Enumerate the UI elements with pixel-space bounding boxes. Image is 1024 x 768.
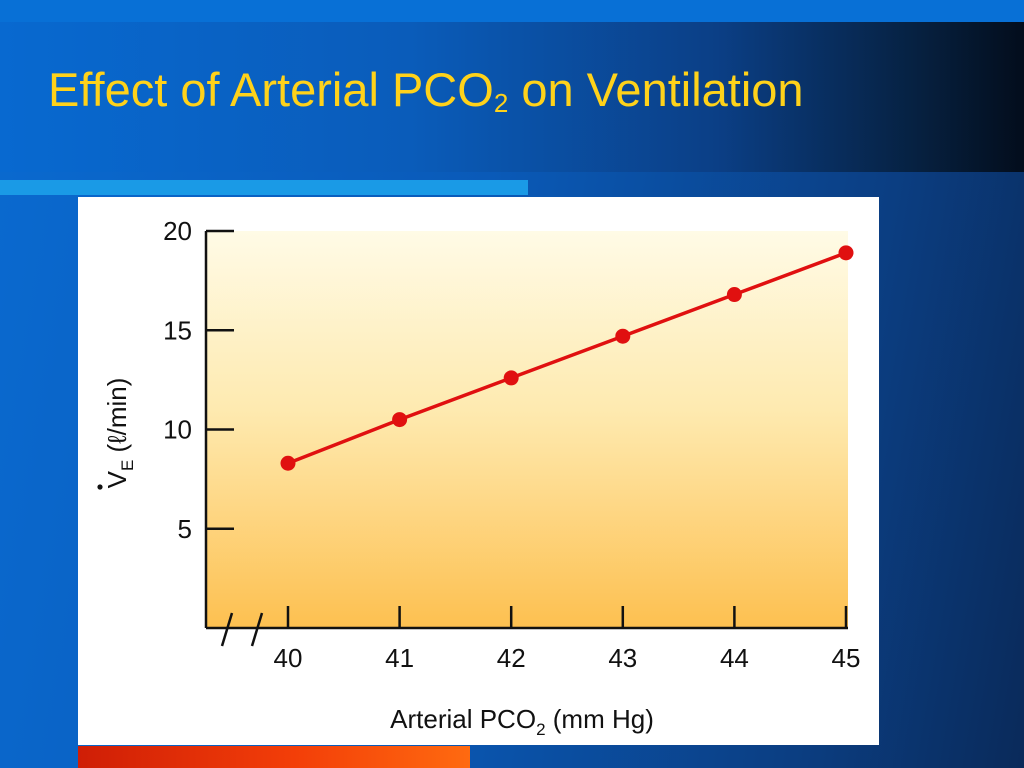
y-tick-label: 15 [163, 315, 192, 345]
axis-labels: Arterial PCO2 (mm Hg) VE (ℓ/min) [97, 378, 654, 739]
data-point [503, 370, 519, 386]
slide-title-subscript: 2 [493, 88, 509, 118]
y-axis-label-sub: E [118, 460, 137, 471]
y-axis-label-group: VE (ℓ/min) [102, 378, 137, 489]
ventilation-chart: 5 10 15 20 40 41 42 43 44 45 Arterial PCO2 (mm Hg… [97, 216, 860, 739]
data-point [615, 328, 631, 344]
x-axis-label: Arterial PCO2 (mm Hg) [390, 704, 654, 739]
slide-title-rest: on Ventilation [508, 63, 804, 116]
x-tick-label: 42 [497, 643, 526, 673]
top-stripe [0, 0, 1024, 22]
x-tick-label: 44 [720, 643, 749, 673]
x-tick-label: 40 [274, 643, 303, 673]
data-point [280, 455, 296, 471]
slide-title: Effect of Arterial PCO2 on Ventilation [48, 66, 804, 116]
y-axis-label-rest: (ℓ/min) [102, 378, 132, 460]
x-axis-label-main: Arterial PCO [390, 704, 536, 734]
series-line [287, 251, 847, 465]
y-label-dot-accent [97, 484, 103, 490]
y-axis-label: VE (ℓ/min) [102, 378, 137, 489]
slide-title-main: Effect of Arterial PCO [48, 63, 494, 116]
bottom-accent-bar [78, 746, 470, 768]
axis-break-mark [220, 612, 234, 647]
data-point [392, 412, 408, 428]
plot-area [206, 231, 848, 628]
y-tick-label: 5 [178, 514, 192, 544]
axis-break-mark [250, 612, 264, 647]
y-tick-label: 10 [163, 415, 192, 445]
series [280, 245, 854, 471]
title-band [0, 0, 1024, 172]
data-point [838, 245, 854, 261]
x-axis-label-rest: (mm Hg) [546, 704, 654, 734]
data-point [726, 287, 742, 303]
y-axis-label-main: V [102, 470, 132, 488]
x-axis-label-sub: 2 [536, 720, 545, 739]
chart-panel: 5 10 15 20 40 41 42 43 44 45 Arterial PCO2 (mm Hg… [78, 197, 879, 745]
x-tick-label: 41 [385, 643, 414, 673]
x-tick-label: 43 [608, 643, 637, 673]
title-rule-bar [0, 180, 528, 195]
ticks: 5 10 15 20 40 41 42 43 44 45 [163, 216, 860, 673]
x-tick-label: 45 [832, 643, 861, 673]
y-tick-label: 20 [163, 216, 192, 246]
